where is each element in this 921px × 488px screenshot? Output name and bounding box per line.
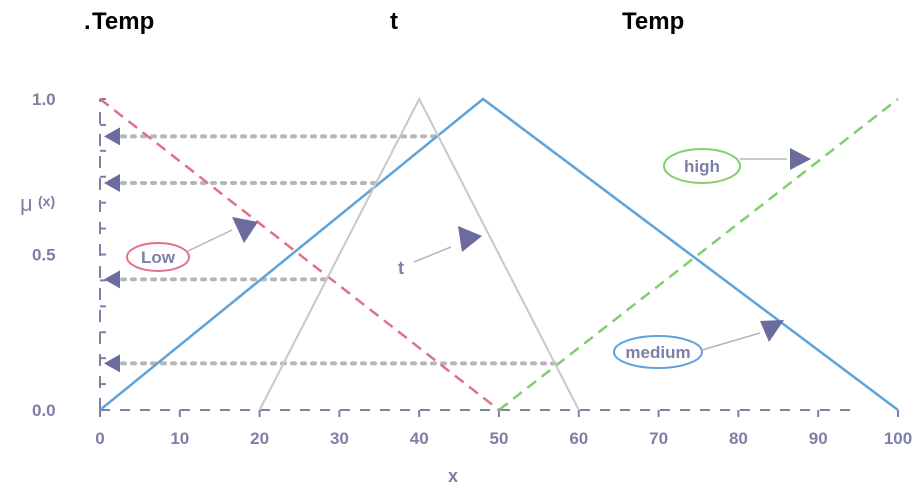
mu-arg: (x) [38,193,55,209]
callout-pointer-low [187,229,233,252]
y-tick-label: 1.0 [32,90,56,109]
callout-pointer-t [413,246,452,263]
projection-arrowhead [104,127,120,146]
callout-bubble-high [663,148,741,184]
tick-labels: 0 10 20 30 40 50 60 70 80 90 100 0.0 0.5 1.0 [32,90,912,448]
x-tick-label: 70 [649,429,668,448]
x-tick-label: 40 [410,429,429,448]
axes [99,98,899,417]
x-tick-label: 20 [250,429,269,448]
callout-label-low: Low [141,248,176,267]
x-tick-label: 100 [884,429,912,448]
series-medium-line [99,97,899,412]
x-tick-label: 80 [729,429,748,448]
x-tick-label: 60 [569,429,588,448]
x-tick-label: 90 [809,429,828,448]
x-tick-label: 30 [330,429,349,448]
callout-label-medium: medium [625,343,690,362]
dot-marker: . [84,8,91,35]
center-title: t [390,8,398,35]
right-title: Temp [622,8,685,35]
callouts: Low t high medium [126,148,811,369]
y-tick-label: 0.5 [32,246,56,265]
series-low-line [99,98,500,411]
series-t-line [258,96,580,411]
mu-symbol: μ [20,191,33,216]
projection-arrowhead [104,173,120,192]
callout-pointer-medium [701,332,761,351]
x-tick-label: 10 [170,429,189,448]
projection-arrowhead [104,270,120,289]
callout-arrowhead-high [790,148,811,170]
callout-arrowhead-medium [760,320,784,342]
y-tick-label: 0.0 [32,401,56,420]
left-title: Temp [92,8,155,35]
y-axis-title: μ (x) [20,191,55,216]
x-tick-label: 50 [490,429,509,448]
callout-label-t: t [398,258,404,278]
callout-arrowhead-t [458,226,482,252]
x-tick-label: 0 [95,429,104,448]
callout-label-high: high [684,157,720,176]
x-axis-title: x [448,466,458,486]
callout-bubble-low [126,242,190,272]
series-high-line [498,98,899,411]
series-lines [99,96,899,412]
projection-arrowhead [104,354,120,373]
callout-arrowhead-low [232,217,258,243]
projection-lines [104,127,557,373]
callout-bubble-medium [613,335,703,369]
